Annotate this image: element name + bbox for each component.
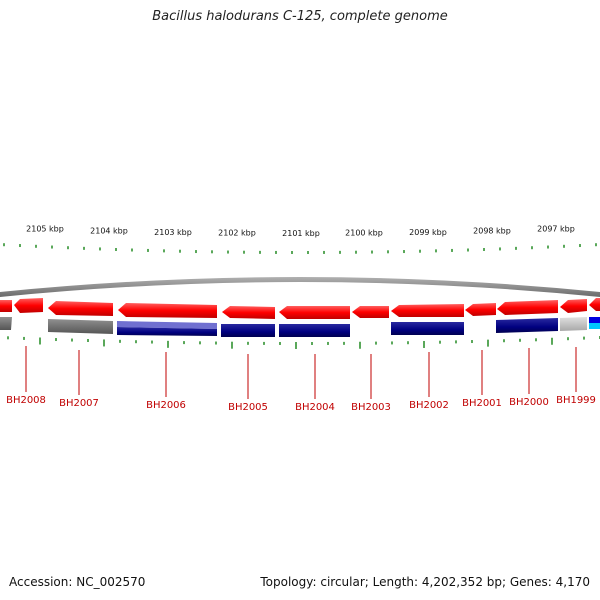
gene-label[interactable]: BH2002 (409, 400, 449, 411)
gene-label[interactable]: BH2005 (228, 402, 268, 413)
gene-label[interactable]: BH2001 (462, 398, 502, 409)
gene-label[interactable]: BH2003 (351, 402, 391, 413)
gene-rev-7[interactable] (560, 317, 587, 331)
gene-fwd-2[interactable] (48, 301, 113, 316)
gene-rev-3[interactable] (221, 324, 275, 337)
gene-fwd-8[interactable] (465, 303, 496, 316)
scale-label: 2099 kbp (409, 228, 447, 237)
gene-fwd-5[interactable] (279, 306, 350, 319)
scale-label: 2102 kbp (218, 229, 256, 238)
gene-rev-8b[interactable] (589, 323, 600, 329)
gene-fwd-9[interactable] (497, 300, 558, 315)
gene-rev-1[interactable] (48, 319, 113, 334)
forward-strand (0, 298, 600, 319)
scale-ticks-upper (3, 243, 597, 254)
gene-rev-0[interactable] (0, 317, 12, 330)
gene-fwd-1[interactable] (14, 298, 43, 313)
scale-label: 2097 kbp (537, 225, 575, 234)
scale-label: 2103 kbp (154, 228, 192, 237)
gene-labels: BH2008 BH2007 BH2006 BH2005 BH2004 BH2003 BH20… (6, 346, 596, 413)
gene-rev-6[interactable] (496, 318, 558, 333)
gene-label[interactable]: BH1999 (556, 395, 596, 406)
gene-label[interactable]: BH2007 (59, 398, 99, 409)
gene-label[interactable]: BH2008 (6, 395, 46, 406)
gene-rev-5[interactable] (391, 322, 464, 335)
scale-label: 2098 kbp (473, 227, 511, 236)
gene-fwd-3[interactable] (118, 303, 217, 318)
genome-info-label: Topology: circular; Length: 4,202,352 bp… (260, 575, 590, 589)
gene-fwd-11[interactable] (589, 298, 600, 311)
gene-label[interactable]: BH2000 (509, 397, 549, 408)
gene-rev-2a[interactable] (117, 321, 217, 329)
gene-fwd-10[interactable] (560, 299, 587, 313)
gene-fwd-0[interactable] (0, 300, 12, 312)
gene-rev-8a[interactable] (589, 317, 600, 323)
gene-rev-4[interactable] (279, 324, 350, 337)
scale-label: 2105 kbp (26, 225, 64, 234)
gene-fwd-6[interactable] (352, 306, 389, 318)
gene-label[interactable]: BH2004 (295, 402, 335, 413)
backbone-arc (0, 277, 600, 297)
scale-label: 2101 kbp (282, 229, 320, 238)
scale-label: 2104 kbp (90, 227, 128, 236)
gene-rev-2b[interactable] (117, 327, 217, 336)
scale-label: 2100 kbp (345, 229, 383, 238)
gene-fwd-4[interactable] (222, 306, 275, 319)
gene-label[interactable]: BH2006 (146, 400, 186, 411)
genome-title: Bacillus halodurans C-125, complete geno… (152, 9, 448, 24)
scale-ticks-lower (7, 336, 600, 349)
scale-labels: 2105 kbp 2104 kbp 2103 kbp 2102 kbp 2101 kbp… (26, 225, 575, 238)
accession-label: Accession: NC_002570 (9, 575, 146, 589)
reverse-strand (0, 317, 600, 337)
gene-fwd-7[interactable] (391, 304, 464, 317)
